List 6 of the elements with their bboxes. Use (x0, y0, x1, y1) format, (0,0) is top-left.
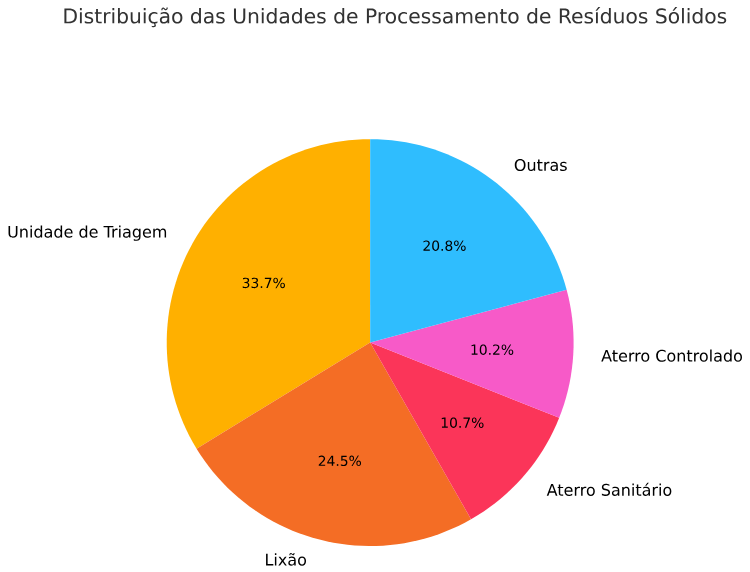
slice-label: Lixão (266, 552, 307, 566)
slice-label: Unidade de Triagem (8, 225, 167, 241)
slice-label: Aterro Sanitário (546, 482, 672, 496)
slice-label: Outras (514, 158, 567, 171)
slice-label: Aterro Controlado (601, 349, 743, 362)
chart-title: Distribuição das Unidades de Processamento de Resíduos Sólidos (64, 6, 727, 27)
